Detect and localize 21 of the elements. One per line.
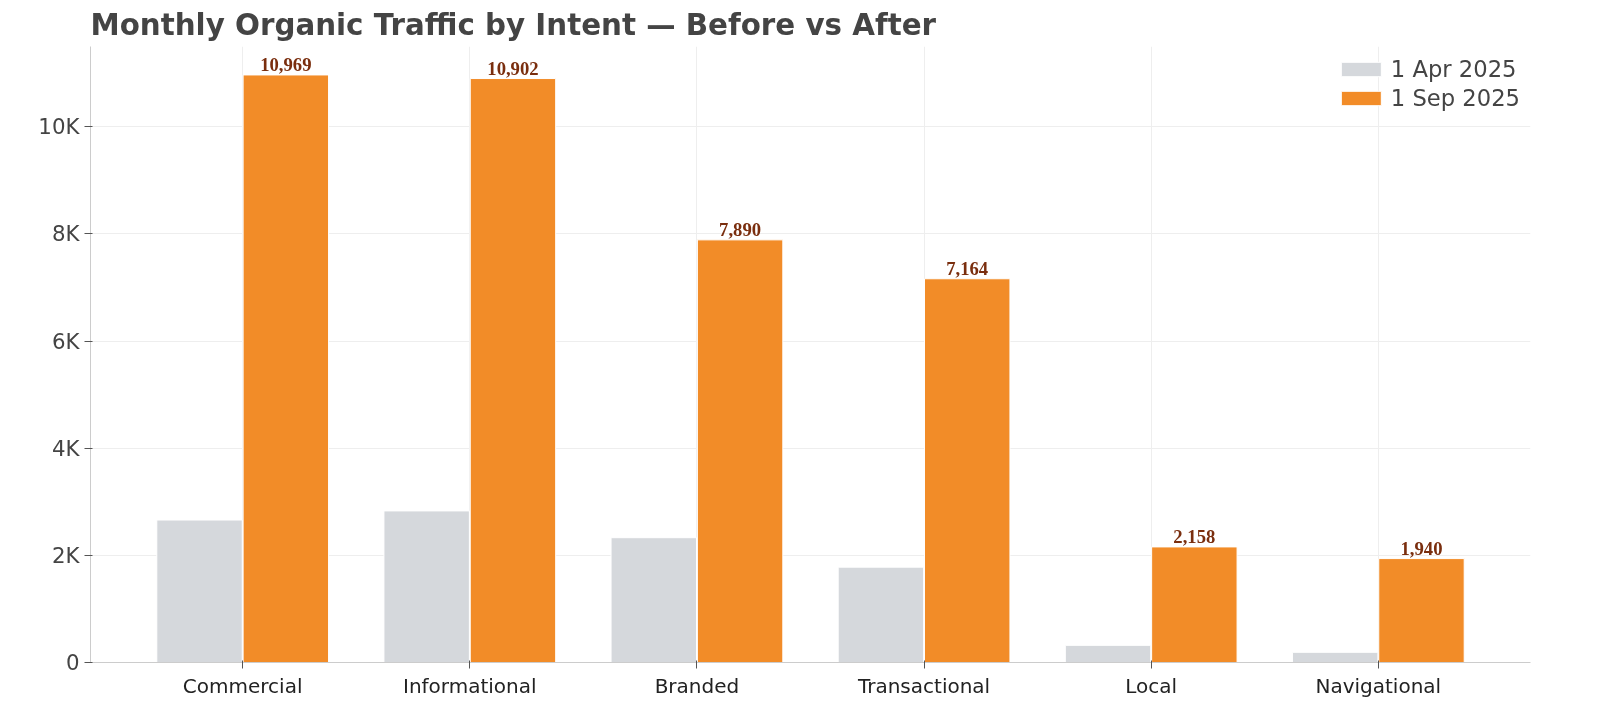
x-tick-label: Transactional: [856, 673, 991, 698]
y-tick-label: 4K: [51, 435, 81, 461]
data-label: 2,158: [1173, 525, 1216, 547]
legend-label: 1 Apr 2025: [1390, 56, 1517, 82]
x-tick-label: Local: [1125, 673, 1178, 698]
data-label: 10,969: [260, 53, 312, 75]
data-label: 7,164: [946, 257, 989, 279]
x-tick-label: Commercial: [182, 673, 303, 698]
y-tick-label: 0: [65, 650, 80, 675]
y-tick-label: 2K: [51, 542, 81, 568]
data-label: 10,902: [487, 57, 539, 79]
legend-label: 1 Sep 2025: [1390, 85, 1520, 111]
y-tick-label: 10K: [38, 114, 81, 140]
x-tick-label: Informational: [403, 673, 537, 698]
x-tick-label: Navigational: [1315, 673, 1442, 698]
y-tick-label: 6K: [51, 328, 81, 354]
chart-title: Monthly Organic Traffic by Intent — Before vs After: [90, 7, 937, 42]
y-tick-label: 8K: [51, 221, 81, 247]
x-tick-label: Branded: [654, 673, 740, 698]
data-label: 7,890: [719, 218, 762, 240]
data-label: 1,940: [1400, 537, 1443, 559]
